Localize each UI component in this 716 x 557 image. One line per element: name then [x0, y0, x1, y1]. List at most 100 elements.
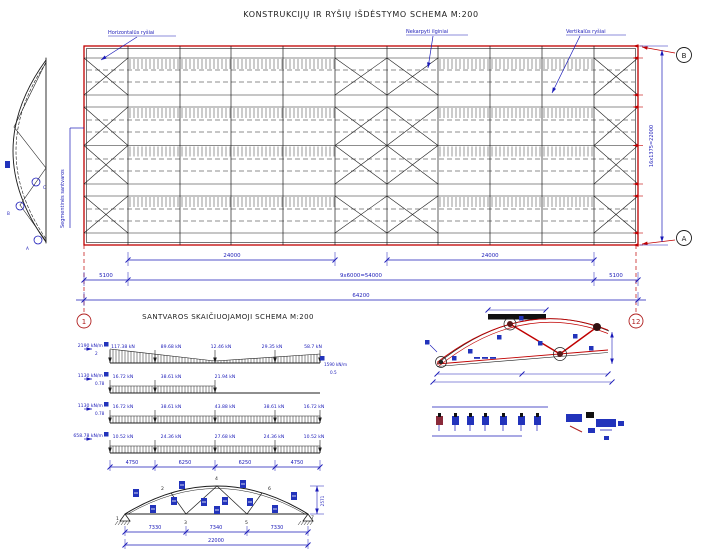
axis-bubble-1 — [76, 313, 92, 329]
truss-node: 2 — [161, 486, 164, 492]
load1-q-right-sub: 0.5 — [330, 370, 337, 375]
load-value: 27.68 kN — [215, 434, 236, 440]
truss-node: 7 — [311, 515, 314, 521]
elev-arc-dashed — [15, 62, 47, 240]
plan-view: Horizontalūs ryšiai Nekarpyti ilginiai V… — [60, 28, 692, 329]
load-value: 16.72 kN — [113, 404, 134, 410]
calc-title: SANTVAROS SKAIČIUOJAMOJI SCHEMA M:200 — [142, 312, 314, 321]
load-value: 38.61 kN — [161, 404, 182, 410]
detail-joint-4 — [593, 323, 601, 331]
segment-trusses-label: Segmentinės santvaros — [60, 169, 66, 228]
elev-node-a — [33, 235, 43, 245]
elev-member-tag — [5, 161, 10, 168]
load-dim-2: 6250 — [179, 460, 192, 466]
load-value: 38.61 kN — [264, 404, 285, 410]
dim-total: 64200 — [352, 293, 370, 299]
load-value: 38.61 kN — [161, 374, 182, 380]
continuous-purlins-label: Nekarpyti ilginiai — [406, 29, 448, 35]
elev-node-a-label: A — [26, 246, 29, 251]
elev-webs — [13, 61, 47, 242]
load1-q: 2190 kN/m — [78, 343, 104, 349]
truss-dim-total: 22000 — [208, 538, 224, 544]
dim-end-right: 5100 — [609, 273, 623, 279]
detail-top-chord-2 — [438, 321, 609, 367]
detail-joint-1 — [438, 359, 444, 365]
load-value: 16.72 kN — [304, 404, 325, 410]
truss-node: 4 — [215, 476, 218, 482]
detail-diagonal-1 — [509, 323, 561, 355]
load-value: 117.38 kN — [111, 344, 135, 350]
axis-label-1: 1 — [82, 318, 86, 326]
dim-height: 16x1375=22000 — [649, 125, 655, 167]
plan-structure — [83, 35, 676, 313]
load-value: 10.52 kN — [113, 434, 134, 440]
dim-bays: 9x6000=54000 — [340, 273, 383, 279]
load-value: 12.46 kN — [211, 344, 232, 350]
load-value: 29.35 kN — [262, 344, 283, 350]
truss-dim-rise: 2571 — [320, 495, 325, 506]
load-diagram: 2190 kN/m 2 117.38 kN 89.68 kN 12.46 kN … — [73, 342, 347, 471]
load-value: 21.94 kN — [215, 374, 236, 380]
elev-node-c — [31, 177, 41, 187]
vertical-braces-label: Vertikalūs ryšiai — [566, 28, 606, 35]
axis-label-A: A — [682, 235, 687, 243]
load1-q-sub: 2 — [95, 351, 98, 356]
detail-top-bar — [488, 314, 546, 320]
axis-label-B: B — [682, 52, 687, 60]
elev-node-b-label: B — [7, 211, 10, 216]
axis-bubble-B — [676, 47, 692, 63]
load-value: 24.36 kN — [161, 434, 182, 440]
truss-node: 1 — [116, 516, 119, 522]
dim-end-left: 5100 — [99, 273, 113, 279]
side-elevation: C B A — [5, 57, 47, 251]
truss-node: 6 — [268, 486, 271, 492]
dim-span-right: 24000 — [481, 253, 499, 259]
node-detail-sketches — [432, 406, 624, 440]
load2-q: 1130 kN/m — [78, 373, 104, 379]
load-value: 24.36 kN — [264, 434, 285, 440]
dim-span-left: 24000 — [223, 253, 241, 259]
detail-diagonal-2 — [559, 326, 598, 355]
load3-q-sub: 0.78 — [95, 411, 105, 416]
elev-arc — [12, 59, 47, 243]
load4-q: 658.78 kN/m — [73, 433, 103, 439]
detail-node-1 — [435, 356, 447, 368]
detail-node-2 — [503, 317, 517, 331]
detail-top-chord — [436, 318, 609, 363]
truss-geometry-detail — [425, 307, 615, 385]
detail-bottom-chord-outline — [436, 352, 609, 367]
load-value: 89.68 kN — [161, 344, 182, 350]
truss-dim-1: 7330 — [149, 525, 162, 531]
load2-q-sub: 0.78 — [95, 381, 105, 386]
truss-top-chord-inner — [127, 488, 306, 515]
load-dim-1: 4750 — [126, 460, 139, 466]
load-dim-4: 4750 — [291, 460, 304, 466]
detail-node-3 — [553, 347, 567, 361]
truss-extras — [114, 480, 324, 549]
axis-label-12: 12 — [632, 318, 641, 326]
detail-annotations — [425, 307, 615, 385]
truss-dim-3: 7330 — [271, 525, 284, 531]
load-value: 10.52 kN — [304, 434, 325, 440]
load-dim-3: 6250 — [239, 460, 252, 466]
load3-q: 1130 kN/m — [78, 403, 104, 409]
truss-dim-2: 7340 — [210, 525, 223, 531]
main-title: KONSTRUKCIJŲ IR RYŠIŲ IŠDĖSTYMO SCHEMA M… — [243, 8, 478, 19]
load-value: 43.88 kN — [215, 404, 236, 410]
horizontal-braces-label: Horizontalūs ryšiai — [108, 29, 154, 36]
elev-node-b — [15, 201, 25, 211]
truss-node: 3 — [184, 520, 187, 526]
truss-node: 5 — [245, 520, 248, 526]
elev-node-c-label: C — [43, 185, 46, 190]
detail-joint-2 — [507, 321, 513, 327]
load-value: 58.7 kN — [304, 344, 322, 350]
dimension-lines — [76, 252, 646, 306]
axis-bubble-A — [676, 230, 692, 246]
detail-bottom-chord — [436, 349, 609, 365]
axis-bubble-12 — [628, 313, 644, 329]
load-hatching — [84, 342, 325, 471]
load1-q-right: 1590 kN/m — [324, 362, 347, 367]
truss-scheme: 1 2 3 4 5 6 7 7330 7340 7330 22000 2571 — [114, 476, 325, 549]
